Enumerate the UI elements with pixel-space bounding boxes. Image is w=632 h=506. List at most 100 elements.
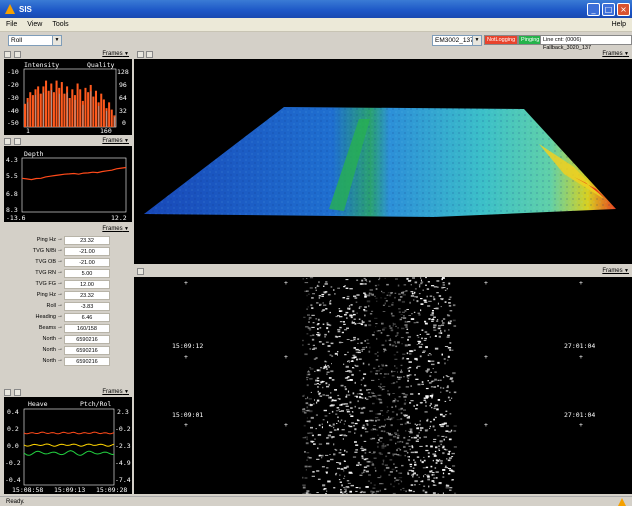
pane-config-icon[interactable] — [4, 51, 11, 58]
sidescan-speckle — [316, 399, 320, 402]
minimize-button[interactable]: _ — [587, 2, 600, 16]
sidescan-speckle — [363, 471, 365, 473]
pitch-roll-y-tick: -7.4 — [115, 476, 131, 484]
attitude-chart: Heave Ptch/Rol 0.4 0.2 0.0 -0.2 -0.4 2.3… — [5, 400, 131, 494]
pane-config-icon[interactable] — [4, 389, 11, 396]
sidescan-speckle — [438, 295, 442, 297]
sidescan-speckle — [419, 355, 422, 358]
sidescan-speckle — [349, 425, 353, 428]
sidescan-speckle — [401, 317, 403, 319]
ping-info-frames-menu[interactable]: Frames — [102, 225, 129, 234]
intensity-frames-menu[interactable]: Frames — [102, 50, 129, 59]
sidescan-speckle — [359, 306, 362, 308]
sounder-combo[interactable]: EM3002_137 ▼ — [432, 35, 482, 46]
pane-config-icon[interactable] — [4, 138, 11, 145]
chevron-down-icon[interactable]: ▼ — [472, 36, 481, 45]
sidescan-speckle — [318, 341, 322, 343]
pane-config-icon[interactable] — [137, 51, 144, 58]
sidescan-speckle — [405, 442, 409, 445]
sidescan-speckle — [422, 350, 426, 352]
sidescan-speckle — [376, 442, 379, 444]
menu-view[interactable]: View — [27, 21, 43, 28]
sidescan-speckle — [438, 448, 440, 450]
chevron-down-icon[interactable]: ▼ — [52, 36, 61, 45]
pane-config-icon[interactable] — [137, 268, 144, 275]
sidescan-speckle — [396, 433, 400, 435]
sidescan-speckle — [375, 297, 378, 299]
sidescan-speckle — [433, 298, 436, 301]
sidescan-speckle — [393, 400, 396, 402]
pane-pin-icon[interactable] — [146, 51, 153, 58]
sidescan-speckle — [307, 396, 309, 399]
ping-info-row: North → 6590216 — [0, 357, 132, 367]
sidescan-speckle — [317, 390, 319, 393]
sidescan-speckle — [344, 314, 347, 316]
sidescan-speckle — [394, 398, 396, 400]
sidescan-speckle — [410, 385, 412, 387]
attitude-frames-menu[interactable]: Frames — [102, 388, 129, 397]
sidescan-speckle — [331, 355, 334, 357]
waterfall-frames-menu[interactable]: Frames — [602, 267, 629, 276]
pane-pin-icon[interactable] — [14, 389, 21, 396]
seabed-frames-menu[interactable]: Frames — [602, 50, 629, 59]
sidescan-speckle — [389, 327, 393, 329]
sidescan-speckle — [440, 443, 442, 446]
sidescan-speckle — [441, 435, 445, 437]
depth-frames-menu[interactable]: Frames — [102, 137, 129, 146]
sidescan-speckle — [433, 329, 437, 331]
pinging-button[interactable]: Pinging — [518, 35, 543, 45]
menu-file[interactable]: File — [6, 21, 18, 28]
sidescan-speckle — [309, 367, 312, 369]
sidescan-speckle — [409, 350, 413, 353]
sidescan-speckle — [429, 427, 431, 429]
sidescan-speckle — [431, 480, 435, 482]
sidescan-speckle — [364, 283, 367, 285]
sidescan-speckle — [306, 278, 308, 279]
menu-tools[interactable]: Tools — [52, 21, 69, 28]
sidescan-speckle — [328, 396, 332, 399]
sidescan-speckle — [418, 293, 421, 295]
sidescan-speckle — [419, 437, 421, 439]
sidescan-speckle — [355, 490, 358, 492]
sidescan-speckle — [442, 318, 446, 320]
sidescan-speckle — [388, 339, 392, 342]
ping-info-row: TVG RN → 5.00 — [0, 269, 132, 279]
sidescan-speckle — [343, 434, 346, 437]
sidescan-speckle — [359, 393, 363, 395]
seabed-3d-view[interactable] — [134, 59, 632, 264]
sidescan-speckle — [409, 489, 413, 492]
sidescan-speckle — [423, 436, 427, 438]
pane-pin-icon[interactable] — [14, 51, 21, 58]
sidescan-speckle — [437, 385, 439, 387]
close-button[interactable]: × — [617, 2, 630, 16]
sidescan-speckle — [416, 404, 419, 406]
waterfall-time-right: 27:01:04 — [564, 411, 595, 419]
menu-help[interactable]: Help — [611, 21, 626, 28]
sidescan-speckle — [355, 487, 359, 489]
sidescan-speckle — [305, 492, 309, 494]
sidescan-waterfall-view[interactable]: 15:09:12 15:09:01 27:01:04 27:01:04 + + … — [134, 277, 632, 496]
sidescan-speckle — [414, 423, 416, 425]
left-display-combo[interactable]: Roll ▼ — [8, 35, 62, 46]
sidescan-speckle — [317, 323, 320, 325]
sidescan-speckle — [303, 492, 307, 494]
sidescan-speckle — [409, 448, 411, 451]
pane-pin-icon[interactable] — [14, 138, 21, 145]
sidescan-speckle — [341, 454, 345, 456]
intensity-bar — [76, 83, 79, 127]
sidescan-speckle — [397, 341, 400, 344]
sidescan-speckle — [364, 306, 367, 309]
sidescan-speckle — [366, 398, 369, 400]
not-logging-button[interactable]: NotLogging — [484, 35, 519, 45]
sidescan-speckle — [391, 468, 395, 471]
sidescan-speckle — [410, 393, 414, 395]
sidescan-speckle — [358, 396, 362, 399]
sidescan-speckle — [312, 441, 315, 442]
grid-cross-mark: + — [579, 279, 583, 287]
sidescan-speckle — [421, 337, 423, 340]
sidescan-speckle — [424, 299, 427, 302]
sidescan-speckle — [406, 309, 409, 310]
maximize-button[interactable]: □ — [602, 2, 615, 16]
sidescan-speckle — [315, 289, 317, 291]
sidescan-speckle — [306, 406, 309, 409]
